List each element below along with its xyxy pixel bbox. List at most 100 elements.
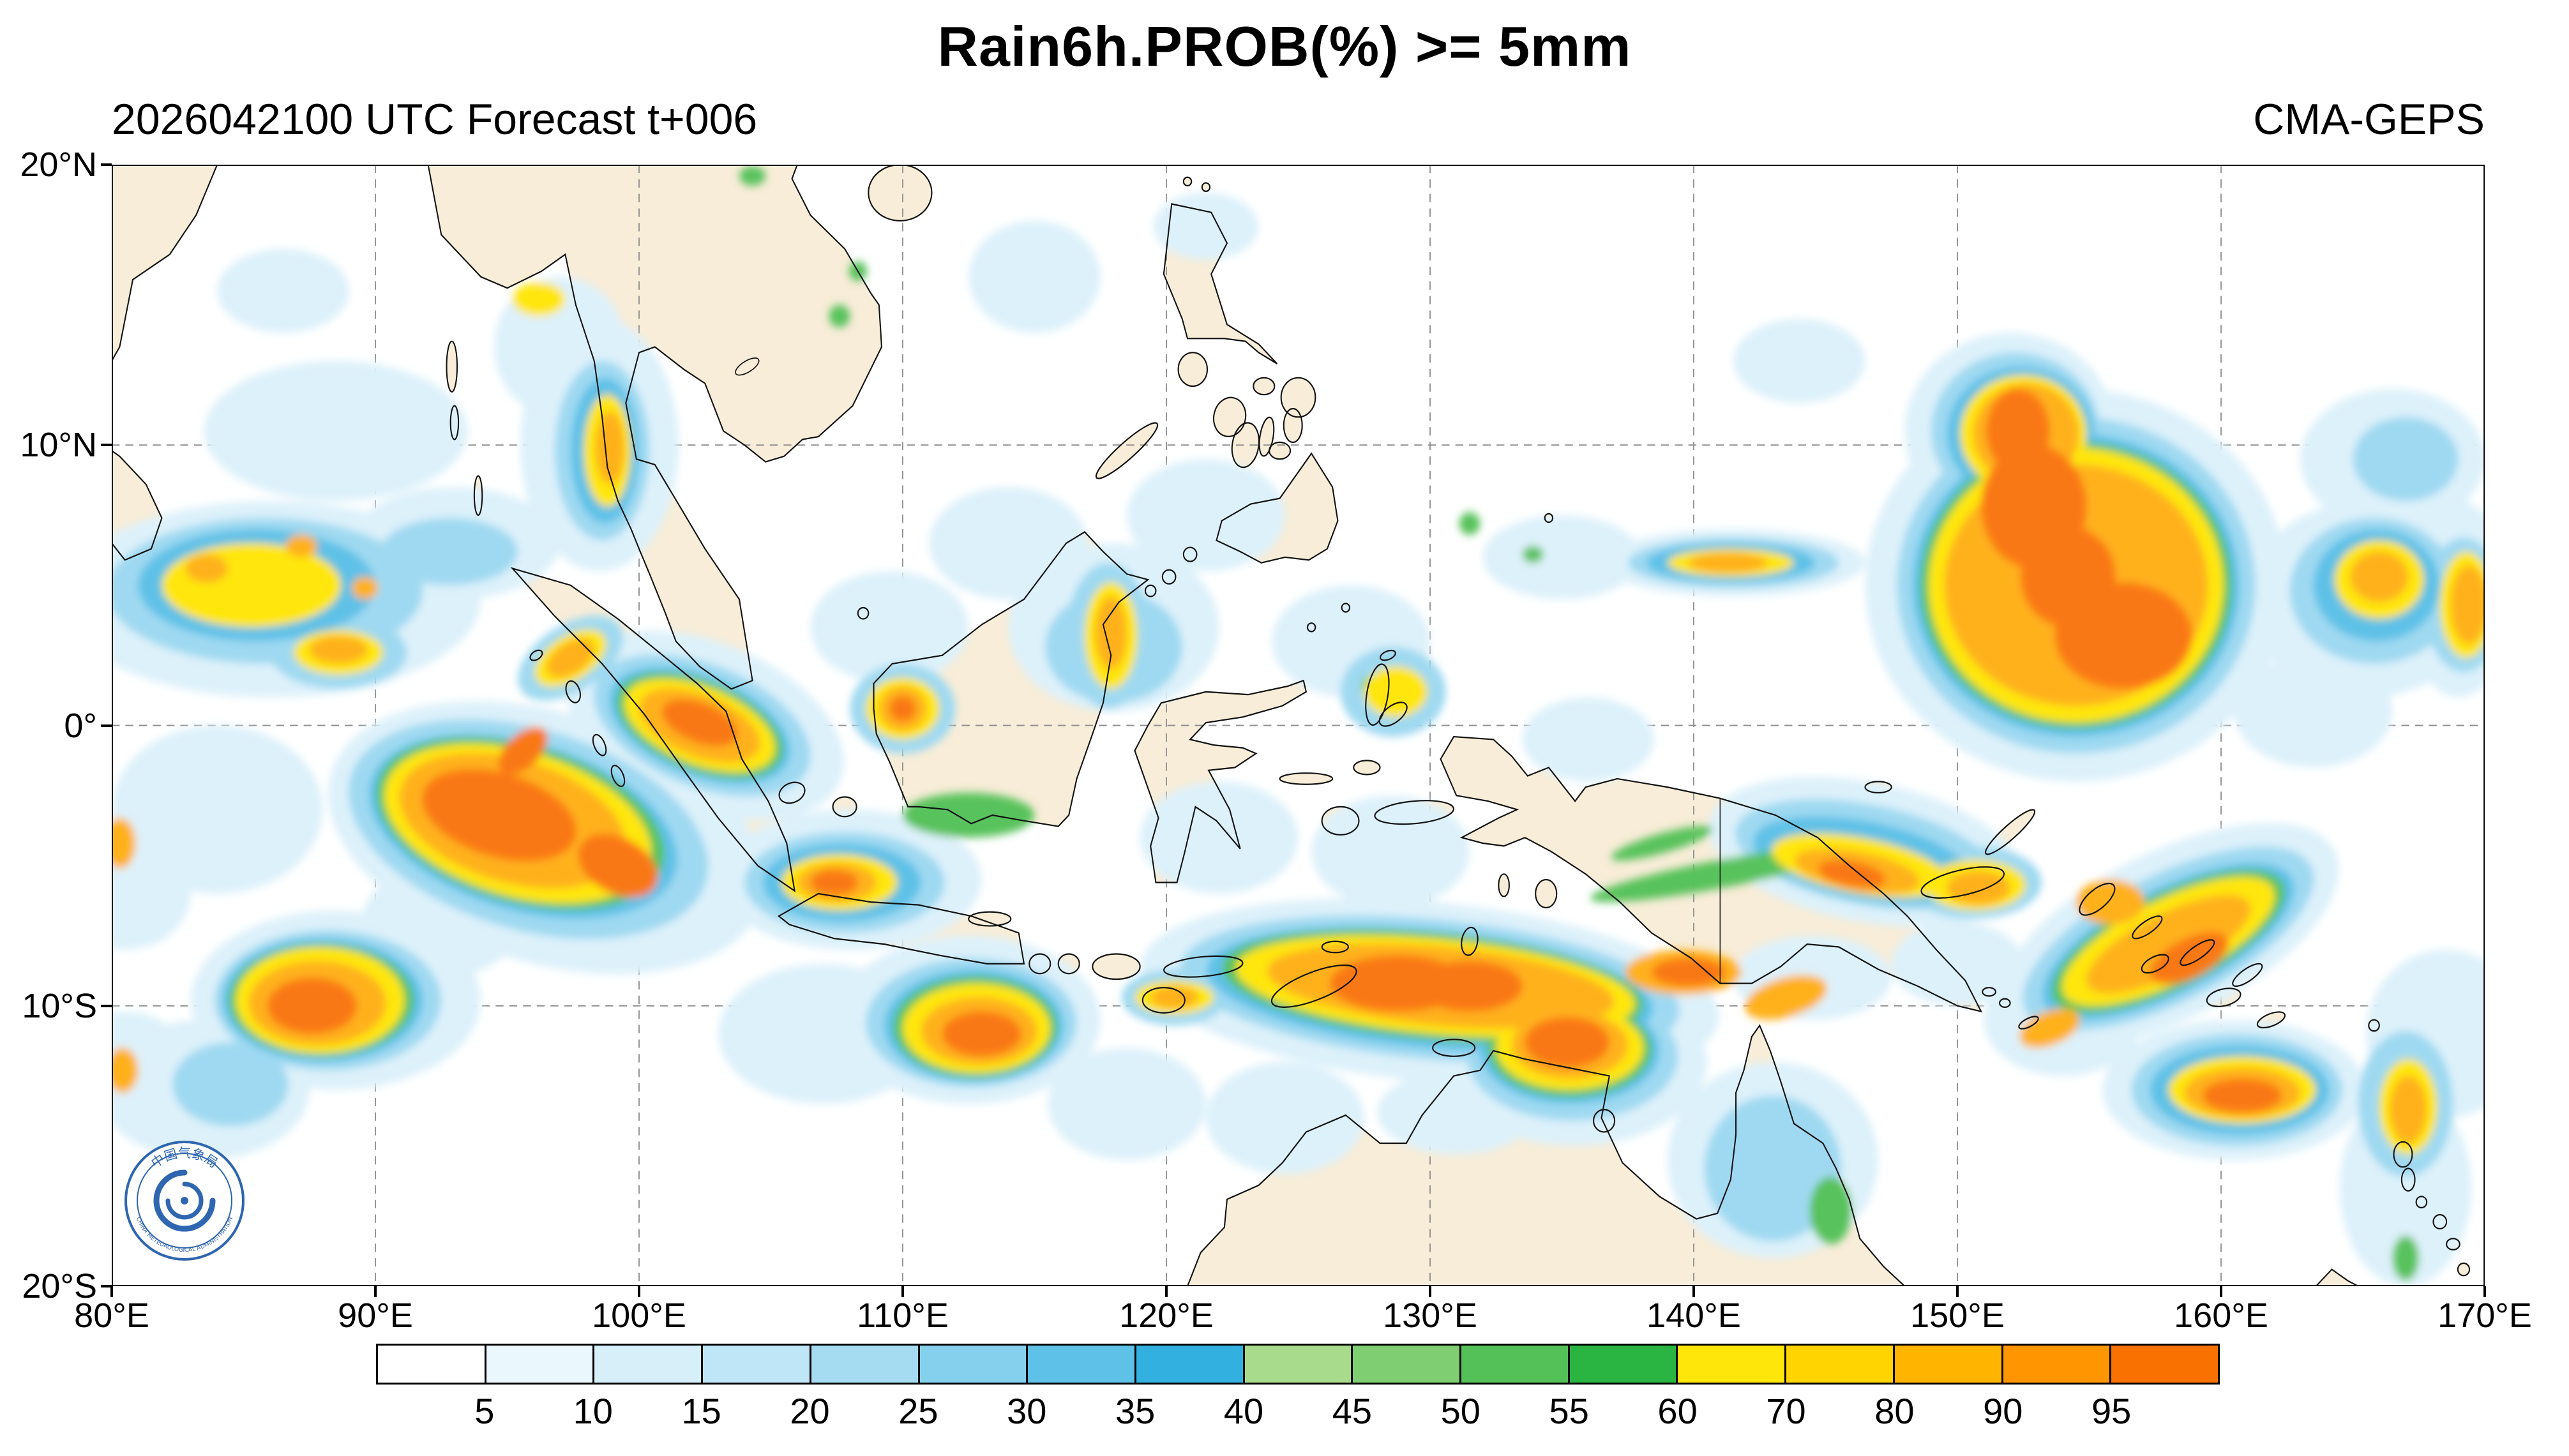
prob-blob-p5 xyxy=(112,1011,191,1124)
prob-blob-p45 xyxy=(1611,825,1714,861)
x-tick-mark xyxy=(901,1286,904,1297)
prob-blob-p5 xyxy=(929,487,1088,599)
probability-shading xyxy=(112,166,2485,1286)
prob-blob-p5 xyxy=(1140,781,1299,894)
prob-blob-p80 xyxy=(1947,871,2010,905)
prob-blob-p5 xyxy=(1153,192,1259,260)
prob-blob-p45 xyxy=(739,166,766,186)
x-tick-mark xyxy=(1429,1286,1431,1297)
prob-blob-p5 xyxy=(217,248,349,333)
colorbar-tick-label: 45 xyxy=(1332,1391,1373,1431)
map-overlays xyxy=(735,357,1721,984)
colorbar-cell-2 xyxy=(594,1346,704,1383)
prob-blob-p80 xyxy=(2350,552,2409,603)
y-tick-mark xyxy=(101,444,112,447)
colorbar-cell-9 xyxy=(1353,1346,1462,1383)
prob-blob-p95 xyxy=(267,977,358,1034)
colorbar-cell-12 xyxy=(1678,1346,1787,1383)
prob-blob-p80 xyxy=(309,635,368,664)
x-tick-label: 150°E xyxy=(1910,1296,2005,1335)
prob-blob-p80 xyxy=(595,411,625,484)
colorbar-tick-label: 90 xyxy=(1983,1391,2023,1431)
colorbar-cell-5 xyxy=(919,1346,1028,1383)
cma-logo: 中国气象局 CHINA METEOROLOGICAL ADMINISTRATIO… xyxy=(123,1139,246,1262)
colorbar-cell-11 xyxy=(1569,1346,1678,1383)
prob-blob-p5 xyxy=(2234,655,2393,768)
prob-blob-p95 xyxy=(578,834,658,897)
prob-blob-p45 xyxy=(1459,512,1480,535)
x-tick-mark xyxy=(1692,1286,1695,1297)
x-tick-mark xyxy=(2483,1286,2486,1297)
prob-blob-p60 xyxy=(162,543,342,627)
x-tick-mark xyxy=(638,1286,640,1297)
colorbar-labels: 5 10 15 20 25 30 35 40 45 50 55 60 70 80 90 95 xyxy=(376,1390,2220,1435)
prob-blob-p80 xyxy=(112,1047,139,1093)
prob-blob-p95 xyxy=(2203,1078,2282,1113)
map-panel: 中国气象局 CHINA METEOROLOGICAL ADMINISTRATIO… xyxy=(112,165,2485,1286)
y-axis-ticks xyxy=(100,163,112,1287)
x-tick-mark xyxy=(1165,1286,1168,1297)
prob-blob-p20 xyxy=(380,518,518,585)
x-tick-mark xyxy=(374,1286,377,1297)
y-tick-label: 10°N xyxy=(20,426,97,465)
x-tick-label: 100°E xyxy=(592,1296,686,1335)
x-tick-label: 140°E xyxy=(1646,1296,1741,1335)
prob-blob-p20 xyxy=(2353,417,2459,502)
colorbar-tick-label: 60 xyxy=(1657,1391,1698,1431)
x-tick-label: 130°E xyxy=(1383,1296,1477,1335)
prob-blob-p95 xyxy=(422,769,576,862)
prob-blob-p45 xyxy=(903,792,1035,838)
x-tick-label: 120°E xyxy=(1119,1296,1214,1335)
colorbar-tick-label: 35 xyxy=(1115,1391,1156,1431)
colorbar-tick-label: 55 xyxy=(1549,1391,1589,1431)
probability-map xyxy=(112,165,2485,1286)
prob-blob-p45 xyxy=(829,304,850,327)
prob-blob-p95 xyxy=(942,1011,1021,1056)
prob-blob-p5 xyxy=(1127,459,1285,571)
prob-blob-p60 xyxy=(1364,666,1428,717)
x-axis-ticks xyxy=(110,1286,2486,1298)
colorbar-cell-0 xyxy=(378,1346,486,1383)
prob-blob-p5 xyxy=(1891,921,2024,1006)
colorbar-cell-1 xyxy=(486,1346,595,1383)
colorbar-cell-16 xyxy=(2111,1346,2218,1383)
prob-blob-p80 xyxy=(546,638,595,678)
prob-blob-p80 xyxy=(112,818,136,869)
prob-blob-p5 xyxy=(1205,1062,1364,1175)
prob-blob-p5 xyxy=(1048,1047,1206,1160)
colorbar-cell-10 xyxy=(1461,1346,1570,1383)
prob-blob-p95 xyxy=(1651,958,1726,987)
colorbar-tick-label: 5 xyxy=(474,1391,495,1431)
prob-blob-p95 xyxy=(1417,961,1523,1012)
lake-tonle-sap xyxy=(735,357,760,376)
prob-blob-p80 xyxy=(285,534,318,557)
prob-blob-p95 xyxy=(810,869,858,896)
y-tick-mark xyxy=(101,1004,112,1007)
prob-blob-p5 xyxy=(112,837,191,950)
y-tick-mark xyxy=(101,724,112,727)
prob-blob-p60 xyxy=(512,282,566,317)
colorbar-cell-8 xyxy=(1244,1346,1353,1383)
colorbar-tick-label: 10 xyxy=(573,1391,613,1431)
x-tick-mark xyxy=(1956,1286,1959,1297)
y-tick-label: 10°S xyxy=(22,986,97,1025)
prob-blob-p5 xyxy=(968,220,1101,333)
colorbar-tick-label: 50 xyxy=(1440,1391,1480,1431)
prob-blob-p95 xyxy=(499,726,548,775)
y-axis-labels: 20°N 10°N 0° 10°S 20°S xyxy=(0,146,101,1305)
logo-swirl-inner xyxy=(165,1182,204,1220)
colorbar-cell-15 xyxy=(2003,1346,2112,1383)
colorbar-cell-6 xyxy=(1028,1346,1136,1383)
colorbar-cell-4 xyxy=(811,1346,920,1383)
x-tick-mark xyxy=(2220,1286,2222,1297)
colorbar-cell-13 xyxy=(1786,1346,1895,1383)
prob-blob-p20 xyxy=(172,1042,289,1127)
x-tick-label: 160°E xyxy=(2174,1296,2268,1335)
prob-blob-p80 xyxy=(2019,1009,2080,1048)
colorbar xyxy=(376,1344,2220,1385)
prob-blob-p5 xyxy=(204,361,468,502)
prob-blob-p80 xyxy=(2450,566,2485,645)
y-tick-mark xyxy=(101,163,112,166)
colorbar-tick-label: 95 xyxy=(2091,1391,2132,1431)
